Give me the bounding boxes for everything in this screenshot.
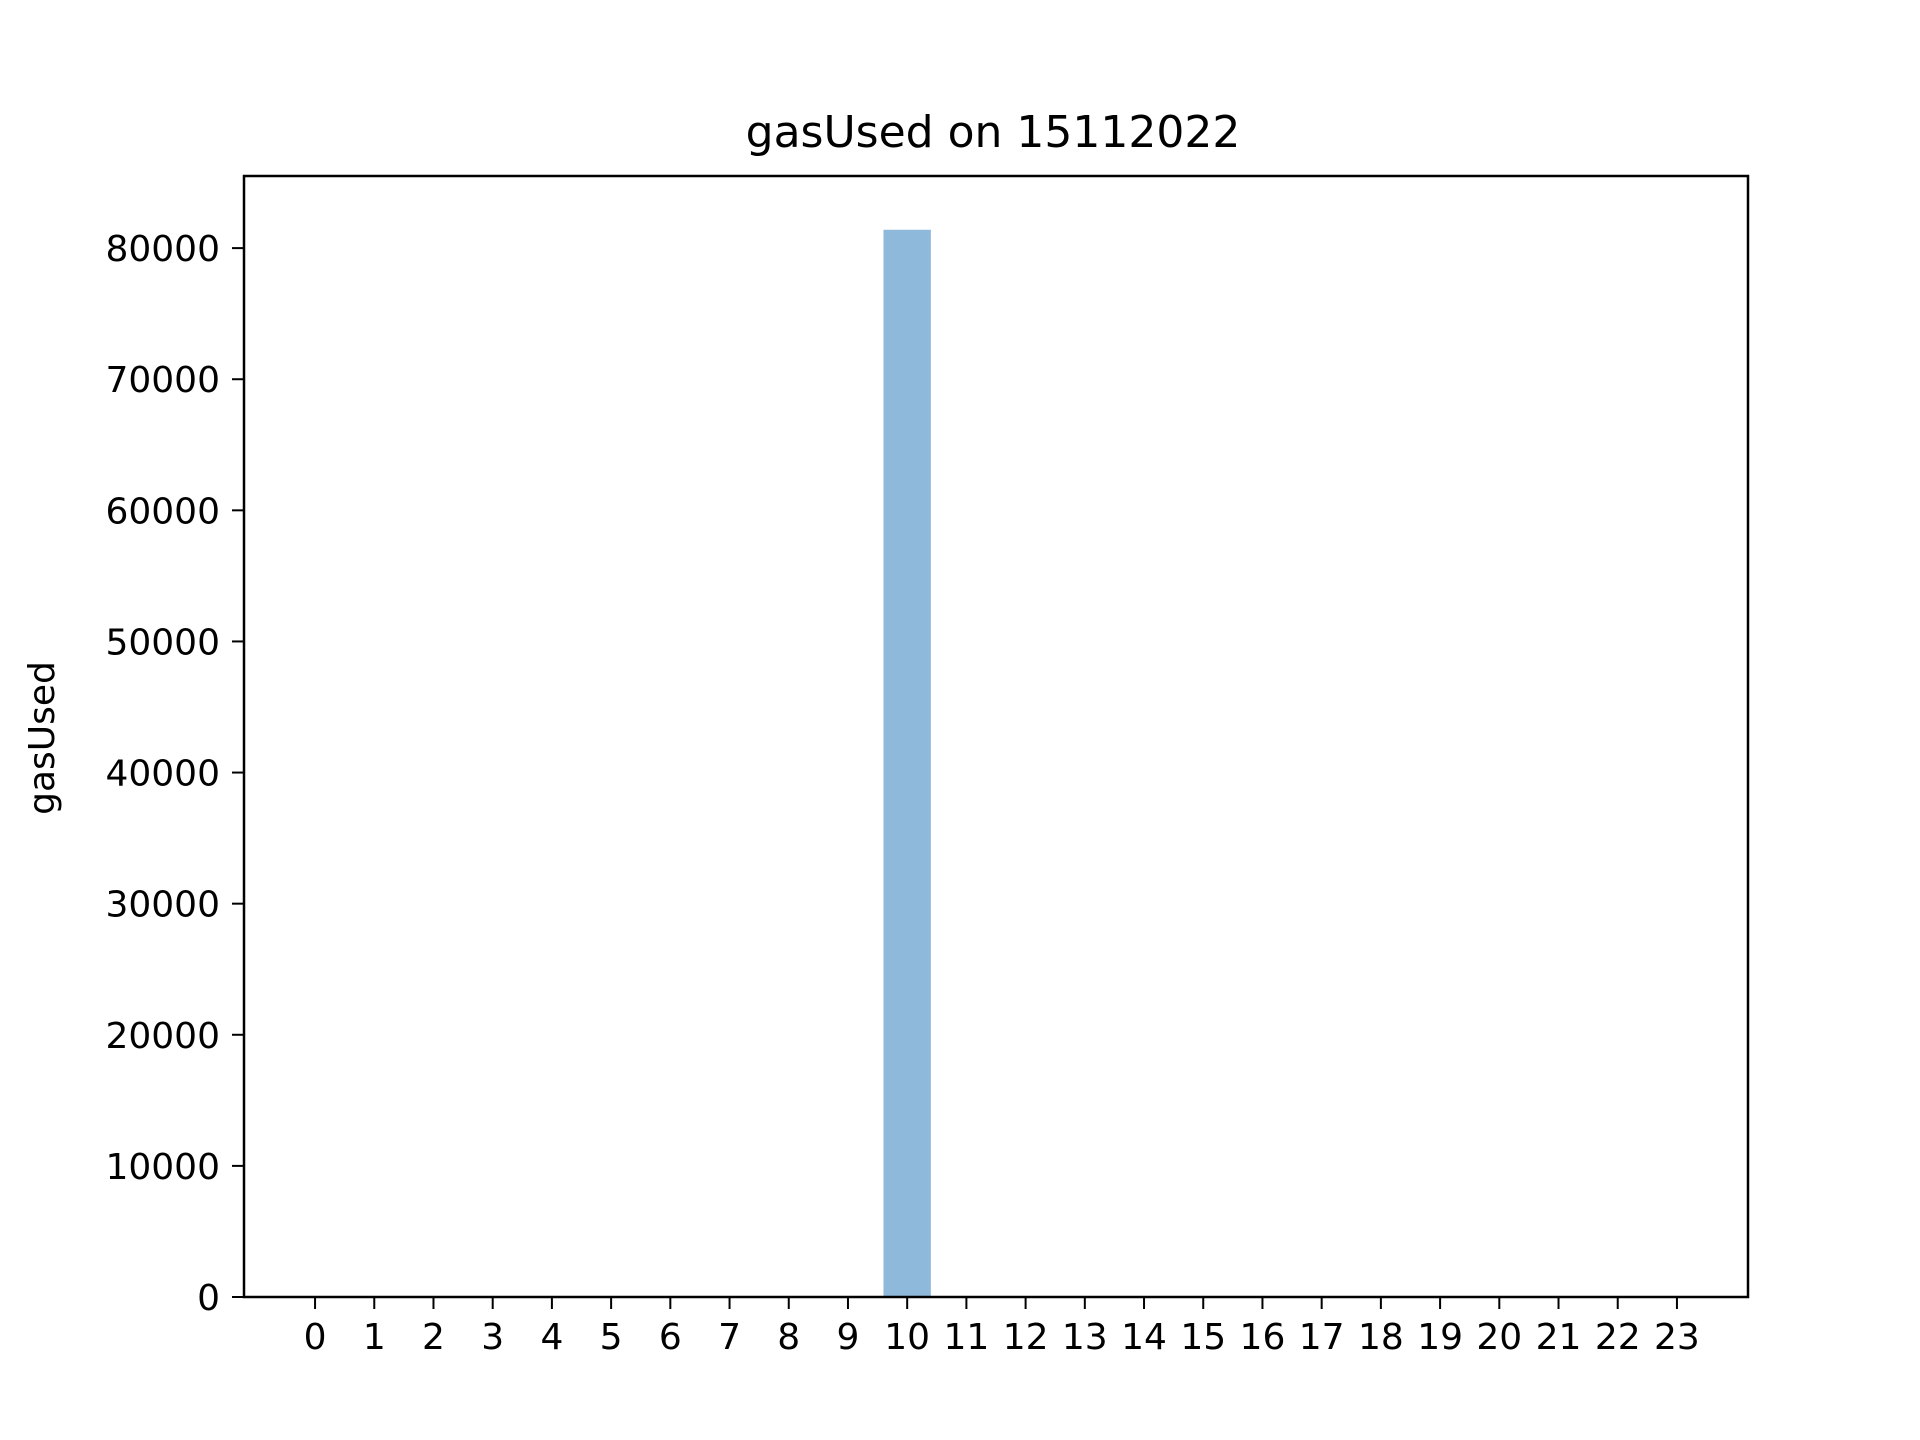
x-tick-label: 6	[659, 1317, 682, 1358]
y-tick-label: 50000	[105, 622, 220, 663]
chart-title: gasUsed on 15112022	[746, 107, 1241, 158]
y-tick-label: 0	[197, 1278, 220, 1319]
x-tick-label: 9	[837, 1317, 860, 1358]
x-tick-label: 11	[943, 1317, 989, 1358]
y-tick-label: 20000	[105, 1016, 220, 1057]
plot-area-frame	[242, 174, 1750, 1299]
bars-group	[883, 229, 931, 1297]
x-tick-label: 5	[600, 1317, 623, 1358]
x-tick-label: 19	[1417, 1317, 1463, 1358]
x-tick-label: 0	[304, 1317, 327, 1358]
x-tick-label: 17	[1299, 1317, 1345, 1358]
x-tick-label: 1	[363, 1317, 386, 1358]
x-tick-label: 2	[422, 1317, 445, 1358]
x-tick-label: 16	[1240, 1317, 1286, 1358]
x-tick-label: 18	[1358, 1317, 1404, 1358]
y-tick-label: 60000	[105, 491, 220, 532]
y-tick-label: 80000	[105, 229, 220, 270]
x-tick-label: 23	[1654, 1317, 1700, 1358]
x-tick-label: 22	[1595, 1317, 1641, 1358]
x-tick-label: 3	[481, 1317, 504, 1358]
x-tick-label: 13	[1062, 1317, 1108, 1358]
x-tick-label: 21	[1536, 1317, 1582, 1358]
y-axis-ticks: 0 10000 20000 30000 40000 50000 60000 70000 8000…	[105, 229, 244, 1319]
x-tick-label: 12	[1003, 1317, 1049, 1358]
x-tick-label: 8	[777, 1317, 800, 1358]
x-tick-label: 4	[540, 1317, 563, 1358]
x-tick-label: 20	[1476, 1317, 1522, 1358]
x-tick-label: 15	[1180, 1317, 1226, 1358]
y-axis-label: gasUsed	[22, 661, 63, 815]
x-tick-label: 14	[1121, 1317, 1167, 1358]
x-axis-ticks: 0 1 2 3 4 5 6 7 8 9 10 11 12 13 14 15 16 17 18 19 20 21 22 23	[304, 1297, 1700, 1358]
bar-10	[883, 229, 931, 1297]
y-tick-label: 10000	[105, 1147, 220, 1188]
x-tick-label: 10	[884, 1317, 930, 1358]
y-tick-label: 30000	[105, 885, 220, 926]
y-tick-label: 70000	[105, 360, 220, 401]
x-tick-label: 7	[718, 1317, 741, 1358]
y-tick-label: 40000	[105, 754, 220, 795]
